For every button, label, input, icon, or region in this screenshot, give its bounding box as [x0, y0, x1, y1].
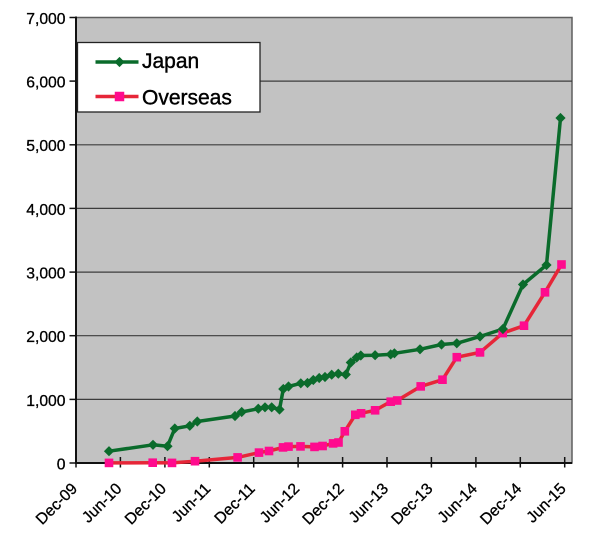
svg-text:6,000: 6,000 [26, 75, 66, 92]
svg-text:7,000: 7,000 [26, 11, 66, 28]
svg-text:Japan: Japan [142, 50, 199, 73]
svg-text:Overseas: Overseas [142, 86, 232, 109]
svg-text:3,000: 3,000 [26, 266, 66, 283]
svg-text:5,000: 5,000 [26, 138, 66, 155]
svg-text:2,000: 2,000 [26, 329, 66, 346]
svg-text:1,000: 1,000 [26, 393, 66, 410]
svg-text:4,000: 4,000 [26, 202, 66, 219]
svg-text:0: 0 [57, 456, 66, 473]
